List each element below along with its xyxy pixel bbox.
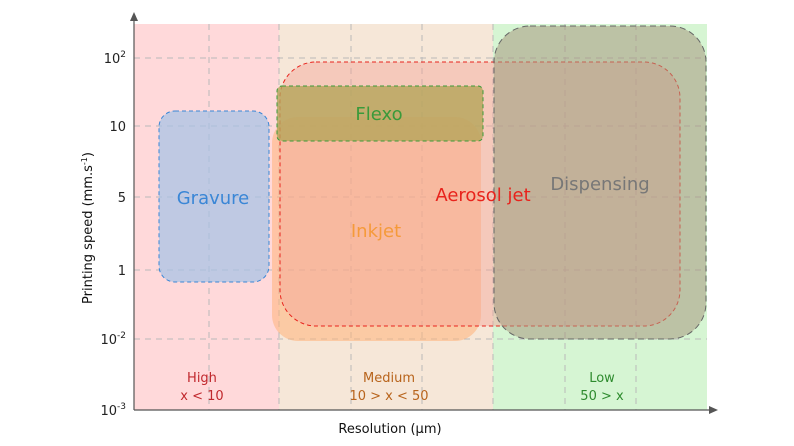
zone-label-medium-name: Medium — [363, 371, 415, 386]
zone-label-high-range: x < 10 — [180, 389, 223, 404]
axes — [130, 12, 718, 414]
region-label-inkjet: Inkjet — [351, 221, 401, 242]
zone-label-medium-range: 10 > x < 50 — [349, 389, 428, 404]
region-flexo — [276, 85, 484, 142]
zone-label-high-name: High — [187, 371, 217, 386]
y-tick-label: 5 — [118, 191, 126, 206]
zone-label-low-name: Low — [589, 371, 615, 386]
region-label-aerosol-jet: Aerosol jet — [435, 185, 530, 206]
y-tick-label: 10 — [109, 120, 126, 135]
y-axis-title: Printing speed (mm.s-1) — [80, 152, 96, 304]
region-label-dispensing: Dispensing — [550, 174, 649, 195]
x-axis-title: Resolution (µm) — [338, 422, 441, 437]
y-tick-label: 102 — [104, 50, 126, 67]
y-tick-label: 10-2 — [100, 331, 126, 348]
y-tick-label: 10-3 — [100, 402, 126, 419]
region-label-flexo: Flexo — [355, 104, 402, 125]
region-gravure — [158, 110, 270, 283]
zone-label-low-range: 50 > x — [580, 389, 624, 404]
region-dispensing — [493, 25, 707, 340]
region-inkjet — [272, 117, 481, 341]
region-label-gravure: Gravure — [177, 188, 250, 209]
y-tick-label: 1 — [118, 264, 126, 279]
